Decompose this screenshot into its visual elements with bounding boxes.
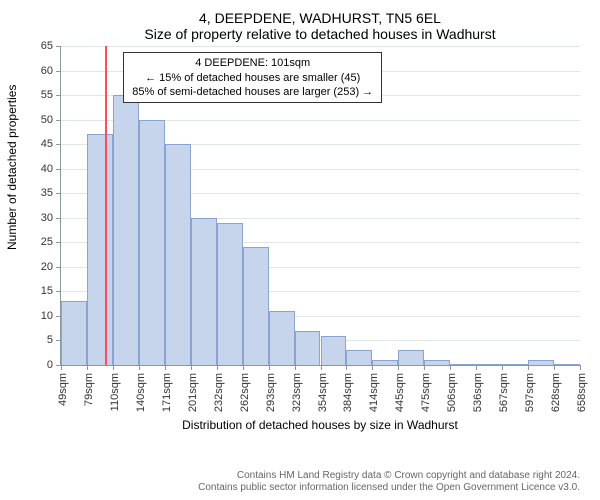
histogram-bar (295, 331, 321, 365)
histogram-bar (243, 247, 269, 365)
annotation-line-3: 85% of semi-detached houses are larger (… (132, 85, 373, 99)
x-tick-mark (398, 365, 399, 370)
x-tick-label: 506sqm (446, 373, 458, 412)
x-tick-mark (191, 365, 192, 370)
histogram-bar (269, 311, 295, 365)
x-tick-mark (113, 365, 114, 370)
x-axis-label: Distribution of detached houses by size … (60, 418, 580, 432)
x-tick-label: 201sqm (187, 373, 199, 412)
x-tick-mark (295, 365, 296, 370)
y-tick-label: 10 (41, 310, 61, 322)
y-tick-label: 15 (41, 285, 61, 297)
histogram-bar (61, 301, 87, 365)
y-tick-label: 20 (41, 261, 61, 273)
x-tick-label: 232sqm (213, 373, 225, 412)
y-tick-label: 55 (41, 89, 61, 101)
title-block: 4, DEEPDENE, WADHURST, TN5 6EL Size of p… (60, 10, 580, 42)
histogram-bar (476, 364, 502, 365)
x-tick-mark (321, 365, 322, 370)
histogram-bar (165, 144, 191, 365)
footer-line-1: Contains HM Land Registry data © Crown c… (198, 470, 580, 482)
x-tick-label: 49sqm (57, 373, 69, 406)
histogram-bar (528, 360, 554, 365)
histogram-bar (502, 364, 528, 365)
x-tick-label: 384sqm (342, 373, 354, 412)
x-tick-label: 445sqm (394, 373, 406, 412)
x-tick-label: 110sqm (109, 373, 121, 411)
histogram-bar (87, 134, 113, 365)
x-tick-mark (424, 365, 425, 370)
x-tick-label: 171sqm (161, 373, 173, 412)
x-tick-label: 79sqm (83, 373, 95, 406)
x-tick-label: 323sqm (291, 373, 303, 412)
x-tick-label: 567sqm (498, 373, 510, 412)
x-tick-mark (139, 365, 140, 370)
y-tick-label: 45 (41, 138, 61, 150)
histogram-bar (450, 364, 476, 365)
plot-area: 0510152025303540455055606549sqm79sqm110s… (60, 46, 580, 366)
y-tick-label: 60 (41, 65, 61, 77)
histogram-bar (191, 218, 217, 365)
y-axis-label: Number of detached properties (5, 85, 19, 250)
x-tick-mark (61, 365, 62, 370)
x-tick-mark (554, 365, 555, 370)
x-tick-label: 628sqm (550, 373, 562, 412)
annotation-box: 4 DEEPDENE: 101sqm ← 15% of detached hou… (123, 52, 382, 103)
x-tick-mark (87, 365, 88, 370)
x-tick-label: 293sqm (265, 373, 277, 412)
histogram-bar (113, 95, 139, 365)
x-tick-mark (502, 365, 503, 370)
x-tick-mark (217, 365, 218, 370)
x-tick-mark (243, 365, 244, 370)
x-tick-label: 475sqm (420, 373, 432, 412)
histogram-bar (372, 360, 398, 365)
property-marker-line (105, 46, 107, 365)
chart-container: 4, DEEPDENE, WADHURST, TN5 6EL Size of p… (0, 0, 600, 500)
x-tick-mark (450, 365, 451, 370)
x-tick-mark (372, 365, 373, 370)
y-tick-label: 35 (41, 187, 61, 199)
x-tick-mark (528, 365, 529, 370)
x-tick-label: 536sqm (472, 373, 484, 412)
y-tick-label: 50 (41, 114, 61, 126)
x-tick-mark (346, 365, 347, 370)
histogram-bar (346, 350, 372, 365)
x-tick-mark (269, 365, 270, 370)
chart-subtitle: Size of property relative to detached ho… (60, 26, 580, 42)
chart-title: 4, DEEPDENE, WADHURST, TN5 6EL (60, 10, 580, 26)
x-tick-mark (165, 365, 166, 370)
histogram-bar (217, 223, 243, 365)
y-tick-label: 5 (47, 334, 61, 346)
y-tick-label: 30 (41, 212, 61, 224)
x-tick-label: 414sqm (368, 373, 380, 412)
y-tick-label: 0 (47, 359, 61, 371)
x-tick-label: 262sqm (239, 373, 251, 412)
x-tick-label: 354sqm (317, 373, 329, 412)
footer: Contains HM Land Registry data © Crown c… (198, 470, 580, 494)
x-tick-label: 140sqm (135, 373, 147, 412)
histogram-bar (139, 120, 165, 365)
x-tick-label: 658sqm (576, 373, 588, 412)
annotation-line-2: ← 15% of detached houses are smaller (45… (132, 71, 373, 85)
y-tick-label: 40 (41, 163, 61, 175)
annotation-line-1: 4 DEEPDENE: 101sqm (132, 56, 373, 70)
x-tick-mark (476, 365, 477, 370)
y-tick-label: 25 (41, 236, 61, 248)
histogram-bar (321, 336, 347, 365)
histogram-bar (424, 360, 450, 365)
histogram-bar (398, 350, 424, 365)
y-tick-label: 65 (41, 40, 61, 52)
footer-line-2: Contains public sector information licen… (198, 482, 580, 494)
x-tick-mark (580, 365, 581, 370)
x-tick-label: 597sqm (524, 373, 536, 412)
gridline (61, 46, 580, 47)
histogram-bar (554, 364, 580, 365)
